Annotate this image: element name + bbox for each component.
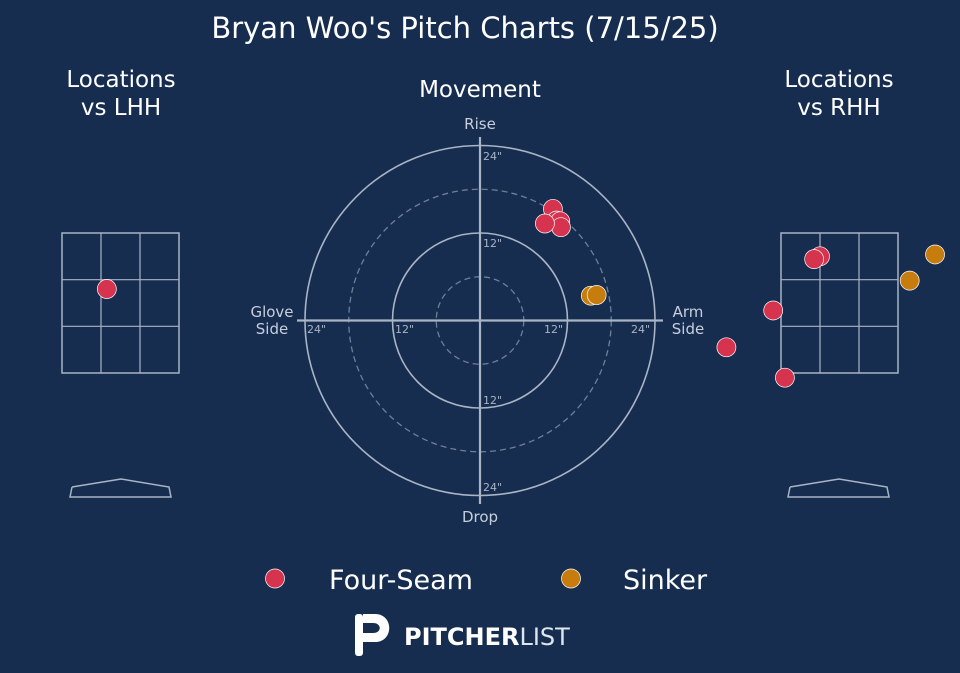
movement-pitch-point — [535, 213, 555, 234]
ring-label-right-12: 12" — [544, 323, 563, 336]
rhh-pitch-point — [925, 244, 945, 265]
rhh-pitch-point — [899, 270, 920, 291]
rhh-pitch-point — [763, 300, 784, 321]
logo-text-light: LIST — [519, 623, 570, 651]
lhh-home-plate — [69, 478, 172, 498]
chart-title: Bryan Woo's Pitch Charts (7/15/25) — [211, 11, 718, 45]
ring-label-top-24: 24" — [483, 150, 502, 163]
arm-side-label-line2: Side — [672, 320, 704, 338]
rhh-pitch-point — [775, 367, 795, 388]
locations-lhh-panel: Locations vs LHH — [61, 67, 180, 498]
glove-side-label-line2: Side — [256, 320, 288, 338]
drop-label: Drop — [462, 508, 498, 526]
lhh-title-line2: vs LHH — [81, 95, 161, 121]
rhh-title-line1: Locations — [784, 67, 893, 93]
movement-pitch-point — [551, 217, 571, 238]
rise-label: Rise — [464, 115, 496, 133]
movement-pitch-point — [586, 285, 607, 305]
movement-points — [535, 199, 607, 306]
movement-ring-labels: 24" 12" 12" 24" 24" 12" 12" 24" — [307, 150, 650, 494]
rhh-zone-border — [780, 232, 899, 374]
arm-side-label-line1: Arm — [673, 303, 704, 321]
svg-text:PITCHERLIST: PITCHERLIST — [404, 623, 570, 651]
rhh-title-line2: vs RHH — [797, 95, 880, 121]
pitcherlist-logo: PITCHERLIST — [355, 614, 570, 656]
movement-title: Movement — [419, 77, 541, 103]
lhh-strike-zone — [61, 232, 180, 374]
ring-label-bottom-24: 24" — [483, 481, 502, 494]
movement-rings — [297, 137, 663, 504]
logo-text-bold: PITCHER — [404, 623, 519, 651]
legend: Four-Seam Sinker — [265, 565, 708, 596]
rhh-pitch-point — [716, 337, 737, 358]
movement-panel: Movement Rise Drop Glove Side Arm Side 2… — [250, 77, 704, 526]
legend-sinker-label: Sinker — [623, 565, 708, 596]
lhh-title-line1: Locations — [66, 67, 175, 93]
pitcherlist-logo-icon — [355, 614, 390, 656]
rhh-home-plate — [787, 478, 890, 498]
ring-label-left-12: 12" — [395, 323, 414, 336]
ring-label-bottom-12: 12" — [483, 394, 502, 407]
rhh-pitch-point — [804, 249, 825, 269]
legend-four-seam-marker — [265, 568, 285, 589]
glove-side-label-line1: Glove — [250, 303, 293, 321]
ring-label-top-12: 12" — [483, 237, 502, 250]
ring-label-right-24: 24" — [631, 323, 650, 336]
lhh-pitch-point — [96, 279, 117, 299]
ring-label-left-24: 24" — [307, 323, 326, 336]
locations-rhh-panel: Locations vs RHH — [716, 67, 945, 498]
lhh-points — [96, 279, 117, 299]
rhh-strike-zone — [780, 232, 899, 374]
rhh-points — [716, 244, 945, 388]
legend-sinker-marker — [561, 568, 581, 589]
lhh-zone-border — [61, 232, 180, 374]
legend-four-seam-label: Four-Seam — [329, 565, 473, 596]
